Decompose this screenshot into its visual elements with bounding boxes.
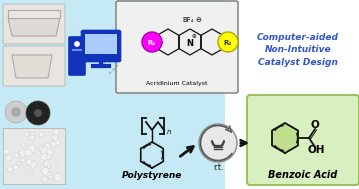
Text: Polystyrene: Polystyrene: [122, 171, 182, 180]
Circle shape: [34, 109, 42, 117]
Circle shape: [13, 165, 19, 170]
Circle shape: [19, 150, 27, 157]
Polygon shape: [8, 10, 60, 18]
Circle shape: [5, 101, 27, 123]
FancyBboxPatch shape: [247, 95, 359, 185]
Text: r.t.: r.t.: [213, 163, 223, 171]
Circle shape: [54, 139, 60, 145]
Circle shape: [41, 147, 49, 156]
Circle shape: [6, 154, 12, 161]
Polygon shape: [272, 123, 298, 153]
FancyBboxPatch shape: [85, 34, 117, 54]
FancyBboxPatch shape: [3, 46, 65, 86]
Text: O: O: [311, 120, 320, 130]
Circle shape: [4, 149, 9, 154]
Circle shape: [24, 149, 32, 157]
Circle shape: [39, 146, 45, 152]
Text: n: n: [167, 129, 172, 135]
Circle shape: [47, 149, 53, 155]
Circle shape: [47, 164, 51, 168]
Text: ⊕: ⊕: [192, 35, 196, 40]
Circle shape: [22, 144, 25, 148]
FancyBboxPatch shape: [225, 0, 359, 189]
Circle shape: [75, 42, 79, 46]
Circle shape: [46, 154, 52, 160]
Circle shape: [142, 32, 162, 52]
Circle shape: [28, 145, 36, 153]
FancyBboxPatch shape: [3, 128, 65, 184]
Polygon shape: [8, 18, 60, 36]
Circle shape: [7, 166, 13, 172]
Text: R₁: R₁: [148, 40, 156, 46]
Circle shape: [54, 173, 62, 181]
Circle shape: [26, 159, 32, 165]
Circle shape: [56, 163, 59, 166]
Circle shape: [30, 135, 35, 140]
Circle shape: [52, 134, 58, 141]
FancyBboxPatch shape: [81, 30, 121, 61]
Circle shape: [24, 132, 29, 137]
Circle shape: [20, 158, 25, 162]
Circle shape: [29, 160, 37, 168]
Circle shape: [45, 171, 52, 178]
Circle shape: [27, 129, 30, 133]
Circle shape: [52, 139, 58, 144]
Circle shape: [53, 129, 60, 136]
Circle shape: [48, 175, 51, 179]
FancyBboxPatch shape: [116, 1, 238, 93]
Circle shape: [12, 108, 20, 116]
Circle shape: [26, 101, 50, 125]
Text: BF₄: BF₄: [182, 17, 194, 23]
Circle shape: [29, 170, 33, 174]
Circle shape: [18, 151, 23, 156]
Circle shape: [218, 32, 238, 52]
Circle shape: [31, 132, 36, 137]
Circle shape: [14, 153, 20, 158]
Circle shape: [44, 161, 50, 167]
Circle shape: [42, 176, 48, 182]
Circle shape: [42, 167, 49, 175]
Circle shape: [41, 153, 48, 160]
FancyBboxPatch shape: [3, 4, 65, 44]
Circle shape: [50, 142, 56, 147]
Text: N: N: [186, 39, 194, 47]
Text: OH: OH: [307, 145, 325, 155]
Circle shape: [17, 161, 20, 165]
Text: Benzoic Acid: Benzoic Acid: [269, 170, 337, 180]
FancyBboxPatch shape: [0, 0, 225, 189]
Circle shape: [199, 124, 237, 162]
Text: Computer-aided
Non-Intuitive
Catalyst Design: Computer-aided Non-Intuitive Catalyst De…: [257, 33, 339, 67]
FancyBboxPatch shape: [69, 37, 85, 75]
Circle shape: [44, 143, 51, 150]
Polygon shape: [12, 55, 52, 78]
Text: R₂: R₂: [224, 40, 232, 46]
Circle shape: [49, 175, 53, 179]
Text: ⊖: ⊖: [195, 17, 201, 23]
Circle shape: [39, 132, 44, 137]
Text: Acridinium Catalyst: Acridinium Catalyst: [146, 81, 208, 85]
